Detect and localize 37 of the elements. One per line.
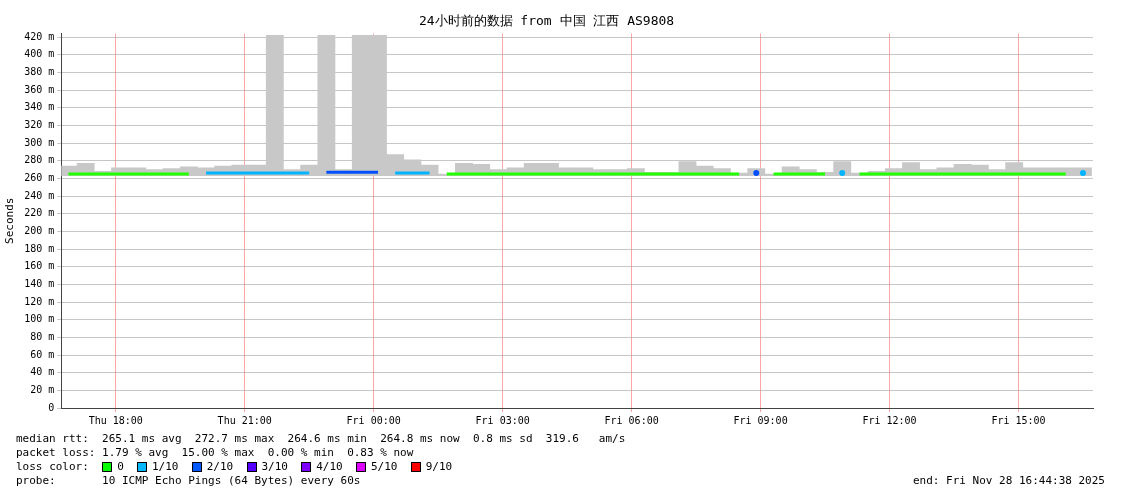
x-tick-label: Fri 06:00 <box>604 414 659 426</box>
x-tick-label: Fri 00:00 <box>346 414 401 426</box>
y-tick-label: 220 m <box>24 207 55 219</box>
y-tick-label: 280 m <box>24 154 55 166</box>
y-tick-label: 160 m <box>24 260 55 272</box>
y-tick-label: 140 m <box>24 277 55 289</box>
y-tick-label: 0 <box>48 401 55 413</box>
x-tick-label: Fri 12:00 <box>862 414 917 426</box>
text: end: Fri Nov 28 16:44:38 2025 <box>912 474 1105 488</box>
y-tick-label: 300 m <box>24 136 55 148</box>
text: loss color: 0 1/10 2/10 3/10 4/10 5/10 9/10 <box>16 460 453 473</box>
y-tick-label: 240 m <box>24 189 55 201</box>
y-tick-label: 180 m <box>24 242 55 254</box>
y-tick-label: 20 m <box>30 383 55 395</box>
y-tick-label: 80 m <box>30 330 55 342</box>
x-tick-label: Thu 18:00 <box>88 414 143 426</box>
text: probe: 10 ICMP Echo Pings (64 Bytes) every 60s <box>16 474 361 487</box>
chart-title: 24小时前的数据 from 中国 江西 AS9808 <box>418 13 675 29</box>
y-tick-label: 60 m <box>30 348 55 360</box>
x-tick-label: Fri 03:00 <box>475 414 530 426</box>
y-tick-label: 200 m <box>24 224 55 236</box>
y-axis-title: Seconds <box>3 197 17 244</box>
y-tick-label: 340 m <box>24 101 55 113</box>
y-tick-label: 380 m <box>24 66 55 78</box>
y-tick-label: 260 m <box>24 172 55 184</box>
text: median rtt: 265.1 ms avg 272.7 ms max 264.6 ms min 264.8 ms now 0.8 ms sd 319.6 am/s <box>16 432 626 445</box>
y-tick-label: 320 m <box>24 119 55 131</box>
y-tick-label: 120 m <box>24 295 55 307</box>
x-tick-label: Fri 09:00 <box>733 414 788 426</box>
x-tick-label: Thu 21:00 <box>217 414 272 426</box>
y-tick-label: 100 m <box>24 313 55 325</box>
y-tick-label: 40 m <box>30 366 55 378</box>
y-tick-label: 420 m <box>24 30 55 42</box>
y-tick-label: 360 m <box>24 83 55 95</box>
text: packet loss: 1.79 % avg 15.00 % max 0.00 % min 0.83 % now <box>16 446 414 459</box>
y-tick-label: 400 m <box>24 48 55 60</box>
x-tick-label: Fri 15:00 <box>991 414 1046 426</box>
